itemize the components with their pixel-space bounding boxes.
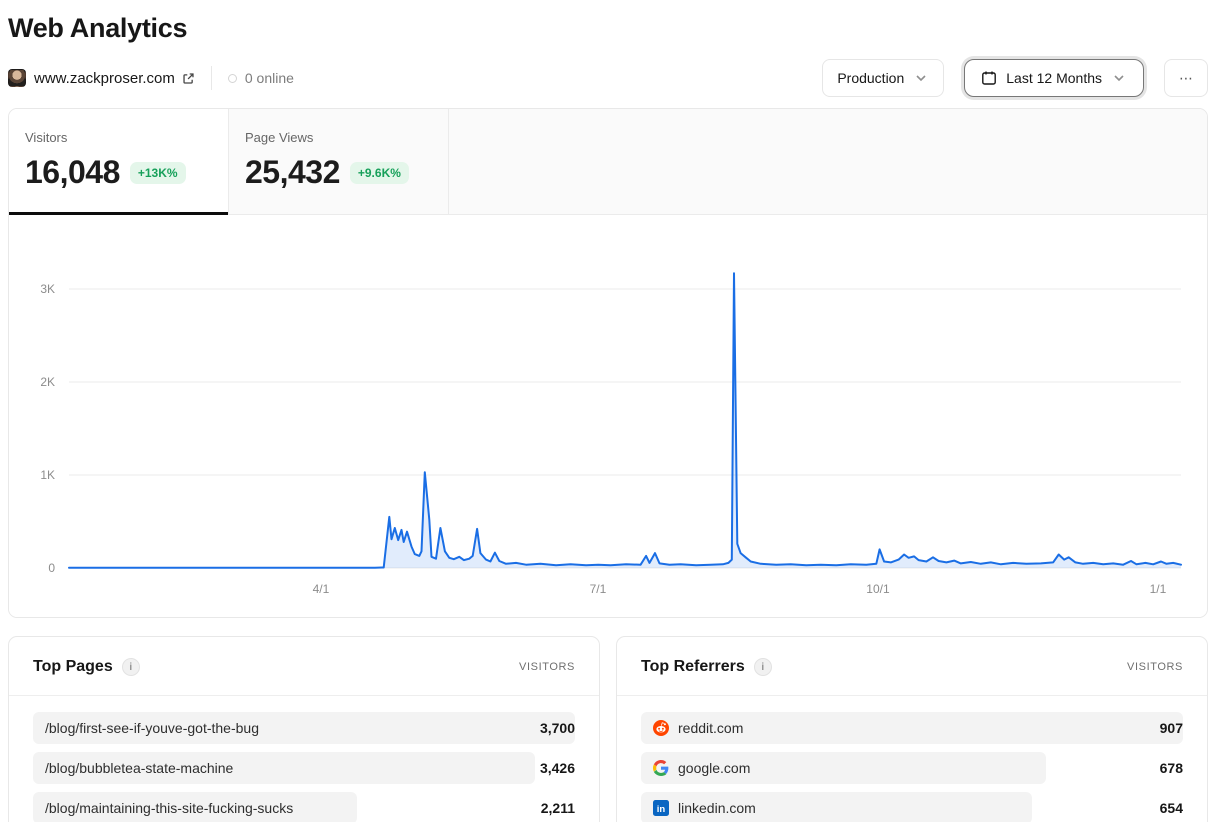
referrer-visitors: 654 — [1159, 800, 1183, 816]
top-referrers-title: Top Referrers — [641, 658, 745, 675]
table-row[interactable]: reddit.com 907 — [641, 712, 1183, 744]
google-icon — [653, 760, 669, 776]
date-range-dropdown[interactable]: Last 12 Months — [964, 59, 1144, 97]
area-chart: 0 1K 2K 3K 4/1 7/1 10/1 1/1 — [40, 272, 1182, 596]
environment-label: Production — [837, 70, 905, 86]
environment-dropdown[interactable]: Production — [822, 59, 945, 97]
tab-label: Visitors — [25, 130, 68, 145]
top-pages-title: Top Pages — [33, 658, 113, 675]
referrer-visitors: 678 — [1159, 760, 1183, 776]
info-icon[interactable]: i — [121, 658, 140, 676]
referrer-site: linkedin.com — [678, 800, 756, 816]
bottom-panels: Top Pages i VISITORS /blog/first-see-if-… — [8, 636, 1208, 822]
visitors-column-header: VISITORS — [519, 661, 575, 673]
referrer-site: reddit.com — [678, 720, 744, 736]
tab-visitors[interactable]: Visitors 16,048 +13K% — [9, 109, 229, 215]
svg-text:4/1: 4/1 — [313, 582, 330, 596]
page-views-delta-badge: +9.6K% — [349, 161, 409, 184]
svg-text:1/1: 1/1 — [1150, 582, 1167, 596]
referrer-site: google.com — [678, 760, 751, 776]
page-visitors: 3,700 — [539, 720, 575, 736]
top-referrers-panel: Top Referrers i VISITORS — [616, 636, 1208, 822]
analytics-card: Visitors 16,048 +13K% Page Views 25,432 … — [8, 108, 1208, 618]
more-options-button[interactable]: ⋯ — [1164, 59, 1208, 97]
calendar-icon — [982, 71, 997, 85]
svg-text:3K: 3K — [40, 282, 55, 296]
info-icon[interactable]: i — [753, 658, 772, 676]
visitors-count: 16,048 — [25, 154, 120, 190]
visitors-column-header: VISITORS — [1127, 661, 1183, 673]
online-text: 0 online — [244, 70, 294, 86]
reddit-icon — [653, 720, 669, 736]
page-visitors: 2,211 — [540, 800, 575, 816]
online-dot-icon — [227, 73, 237, 83]
bar-fill — [641, 792, 1032, 822]
table-row[interactable]: /blog/maintaining-this-site-fucking-suck… — [33, 792, 575, 822]
svg-text:2K: 2K — [40, 375, 55, 389]
external-link-icon — [183, 72, 194, 84]
page-path: /blog/maintaining-this-site-fucking-suck… — [45, 800, 294, 816]
bar-fill — [33, 792, 358, 822]
ellipsis-icon: ⋯ — [1179, 69, 1193, 86]
metric-tabs: Visitors 16,048 +13K% Page Views 25,432 … — [9, 109, 1207, 215]
site-favicon — [8, 69, 26, 87]
table-row[interactable]: google.com 678 — [641, 752, 1183, 784]
referrer-visitors: 907 — [1159, 720, 1183, 736]
page-path: /blog/first-see-if-youve-got-the-bug — [45, 720, 259, 736]
online-status: 0 online — [227, 70, 294, 86]
bar-fill — [33, 712, 575, 744]
page-path: /blog/bubbletea-state-machine — [45, 760, 234, 776]
site-info: www.zackproser.com 0 online — [8, 66, 294, 90]
page-visitors: 3,426 — [539, 760, 575, 776]
page-views-count: 25,432 — [245, 154, 340, 190]
svg-text:7/1: 7/1 — [590, 582, 607, 596]
toolbar: www.zackproser.com 0 online Production — [8, 58, 1208, 98]
svg-text:0: 0 — [48, 561, 55, 575]
date-range-label: Last 12 Months — [1006, 70, 1102, 86]
visitors-delta-badge: +13K% — [129, 161, 186, 184]
svg-text:10/1: 10/1 — [866, 582, 890, 596]
page-title: Web Analytics — [8, 13, 188, 43]
top-pages-panel: Top Pages i VISITORS /blog/first-see-if-… — [8, 636, 600, 822]
domain-text: www.zackproser.com — [34, 69, 175, 87]
table-row[interactable]: in linkedin.com 654 — [641, 792, 1183, 822]
domain-link[interactable]: www.zackproser.com — [34, 70, 195, 87]
bar-fill — [641, 752, 1047, 784]
chevron-down-icon — [916, 75, 926, 82]
tab-label: Page Views — [245, 130, 314, 145]
bar-fill — [641, 712, 1183, 744]
svg-text:1K: 1K — [40, 468, 55, 482]
visitors-chart: 0 1K 2K 3K 4/1 7/1 10/1 1/1 — [9, 215, 1207, 617]
toolbar-actions: Production Last 12 Months ⋯ — [822, 59, 1208, 97]
table-row[interactable]: /blog/first-see-if-youve-got-the-bug 3,7… — [33, 712, 575, 744]
divider — [210, 66, 212, 90]
chevron-down-icon — [1114, 75, 1124, 82]
svg-text:in: in — [657, 804, 666, 815]
bar-fill — [33, 752, 535, 784]
tab-page-views[interactable]: Page Views 25,432 +9.6K% — [229, 109, 449, 214]
linkedin-icon: in — [653, 800, 669, 816]
tab-filler — [449, 109, 1207, 214]
table-row[interactable]: /blog/bubbletea-state-machine 3,426 — [33, 752, 575, 784]
